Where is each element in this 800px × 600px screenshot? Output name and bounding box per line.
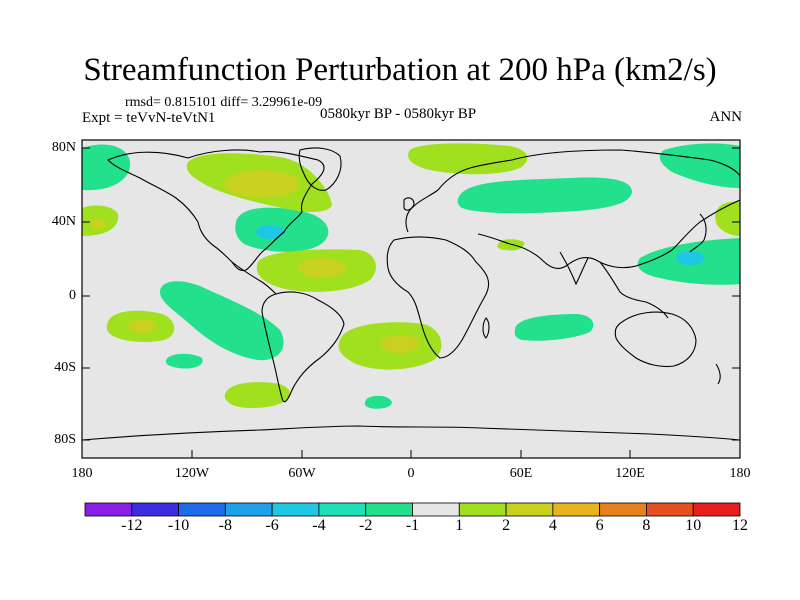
colorbar-label: -8 xyxy=(218,517,232,534)
colorbar-label: -1 xyxy=(405,517,420,534)
colorbar-swatch xyxy=(552,502,601,517)
region-east-pacific-edge xyxy=(715,201,740,236)
experiment-label: Expt = teVvN-teVtN1 xyxy=(82,110,216,126)
core-north-pacific-west xyxy=(90,219,106,229)
core-south-pacific xyxy=(128,319,156,333)
chart-title: Streamfunction Perturbation at 200 hPa (… xyxy=(83,52,717,88)
colorbar-label: -2 xyxy=(359,517,373,534)
coast-india xyxy=(559,251,589,286)
colorbar-label: -4 xyxy=(312,517,326,534)
region-patagonia xyxy=(224,382,290,409)
colorbar-swatch xyxy=(271,502,320,517)
lon-label-60e: 60E xyxy=(509,466,533,481)
colorbar-label: 8 xyxy=(642,517,651,534)
negative-cores xyxy=(256,225,704,265)
core-canada xyxy=(224,170,300,198)
coastlines xyxy=(82,147,740,441)
lat-label-eq: 0 xyxy=(69,288,76,303)
colorbar xyxy=(84,502,741,517)
lat-label-40s: 40S xyxy=(54,360,76,375)
positive-cores xyxy=(90,170,420,353)
colorbar-swatch xyxy=(646,502,694,517)
core-south-atlantic xyxy=(380,335,420,353)
colorbar-label: -6 xyxy=(265,517,279,534)
coast-new-zealand xyxy=(715,363,721,385)
colorbar-swatch xyxy=(84,502,133,517)
lon-label-180w: 180 xyxy=(71,466,93,481)
period-label: 0580kyr BP - 0580kyr BP xyxy=(320,106,477,122)
colorbar-swatch xyxy=(692,502,741,517)
colorbar-label: 6 xyxy=(595,517,604,534)
coast-madagascar xyxy=(482,317,490,339)
colorbar-swatch xyxy=(318,502,367,517)
lon-label-120w: 120W xyxy=(174,466,210,481)
coast-uk xyxy=(403,197,415,211)
lon-label-180e: 180 xyxy=(729,466,751,481)
region-indian-ocean xyxy=(514,314,594,341)
colorbar-swatch xyxy=(412,502,460,517)
colorbar-swatch xyxy=(599,502,647,517)
axis-ticks xyxy=(81,147,741,458)
colorbar-swatch xyxy=(131,502,179,517)
colorbar-label: 1 xyxy=(455,517,464,534)
contour-fields xyxy=(82,143,740,441)
coast-southeast-asia xyxy=(599,261,669,319)
coast-asia xyxy=(477,149,740,269)
colorbar-swatch xyxy=(505,502,554,517)
colorbar-label: 10 xyxy=(685,517,702,534)
coast-africa xyxy=(386,236,490,359)
core-nw-pacific xyxy=(676,251,704,265)
coast-japan xyxy=(689,213,707,253)
coast-antarctica xyxy=(82,425,740,441)
region-south-american-pacific xyxy=(160,281,284,361)
colorbar-label: 2 xyxy=(502,517,511,534)
coast-greenland xyxy=(298,147,342,191)
region-ne-pacific-east xyxy=(659,143,740,188)
colorbar-label: 4 xyxy=(548,517,557,534)
region-south-pacific-small xyxy=(165,353,203,369)
stats-label: rmsd= 0.815101 diff= 3.29961e-09 xyxy=(125,95,323,110)
season-label: ANN xyxy=(709,109,743,125)
colorbar-swatch xyxy=(178,502,226,517)
colorbar-swatch xyxy=(365,502,413,517)
coast-south-america xyxy=(261,291,345,403)
colorbar-swatch xyxy=(224,502,273,517)
region-central-asia xyxy=(457,177,632,214)
colorbar-label: -12 xyxy=(121,517,143,534)
colorbar-label: 12 xyxy=(732,517,748,534)
lon-label-60w: 60W xyxy=(288,466,316,481)
coast-australia xyxy=(614,311,697,368)
region-siberia xyxy=(408,143,528,175)
coast-central-america xyxy=(231,261,277,295)
colorbar-swatch xyxy=(458,502,507,517)
core-caribbean xyxy=(298,258,346,278)
coast-europe xyxy=(405,159,513,233)
lon-label-0: 0 xyxy=(407,466,415,481)
colorbar-label: -10 xyxy=(167,517,190,534)
lat-label-80s: 80S xyxy=(54,432,76,447)
lat-label-40n: 40N xyxy=(51,214,76,229)
coast-north-america xyxy=(107,149,325,272)
lat-label-80n: 80N xyxy=(51,140,76,155)
lon-label-120e: 120E xyxy=(615,466,645,481)
core-north-atlantic xyxy=(256,225,284,239)
region-south-atlantic-small xyxy=(364,395,392,409)
